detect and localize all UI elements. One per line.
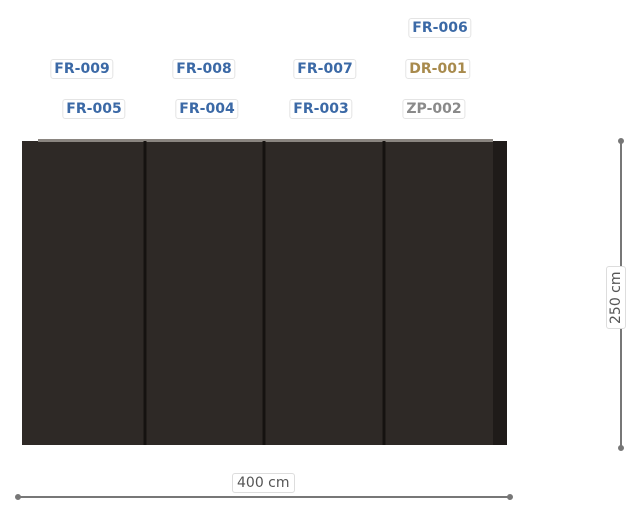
top-rail	[38, 139, 493, 142]
part-tag[interactable]: FR-009	[50, 59, 114, 79]
part-tag[interactable]: FR-005	[62, 99, 126, 119]
part-tag[interactable]: FR-008	[172, 59, 236, 79]
part-tag[interactable]: FR-006	[408, 18, 472, 38]
part-tag[interactable]: ZP-002	[402, 99, 466, 119]
part-tag[interactable]: DR-001	[405, 59, 471, 79]
part-tag[interactable]: FR-007	[293, 59, 357, 79]
part-tag[interactable]: FR-003	[289, 99, 353, 119]
part-tag[interactable]: FR-004	[175, 99, 239, 119]
side-panel	[493, 141, 507, 445]
height-label: 250 cm	[606, 266, 626, 329]
width-line	[15, 494, 513, 500]
width-label: 400 cm	[232, 473, 295, 493]
dividers	[143, 141, 386, 445]
